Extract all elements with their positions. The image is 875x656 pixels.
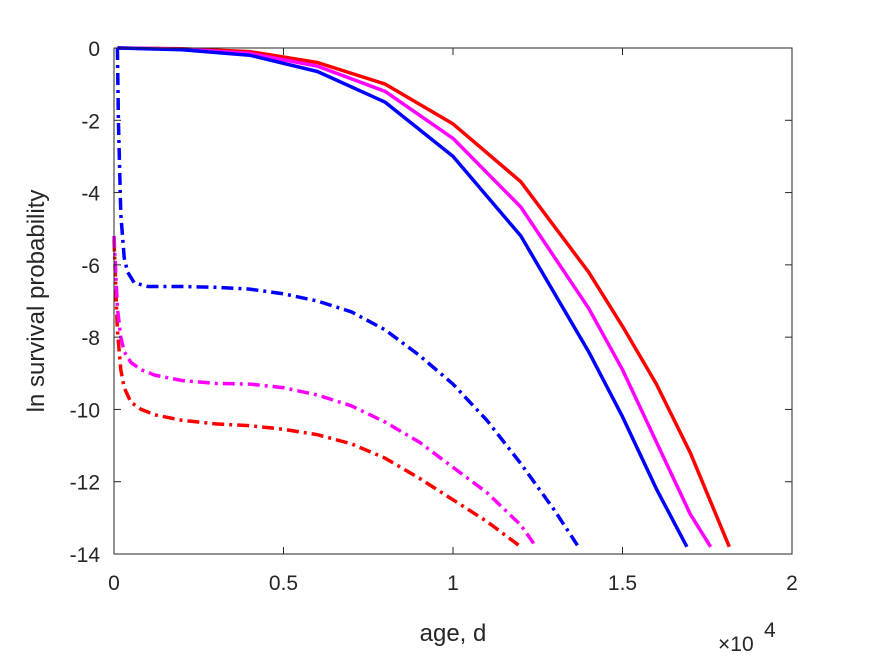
x-tick-label: 1 <box>447 572 459 595</box>
x-tick-label: 2 <box>786 572 798 595</box>
y-tick-label: -2 <box>81 110 100 133</box>
y-tick-label: -4 <box>81 183 100 206</box>
series-line-5 <box>112 235 538 548</box>
y-tick-label: -14 <box>70 544 101 567</box>
x-exponent-label: ×10 <box>718 633 754 656</box>
y-tick-label: -12 <box>70 472 100 495</box>
series-line-3 <box>117 46 689 548</box>
x-tick-label: 1.5 <box>608 572 637 595</box>
y-tick-label: -6 <box>81 255 100 278</box>
series-line-6 <box>115 47 580 548</box>
y-axis-label: ln survival probability <box>23 190 50 413</box>
x-tick-label: 0.5 <box>269 572 298 595</box>
x-axis-label: age, d <box>420 620 487 647</box>
y-tick-label: 0 <box>88 38 100 61</box>
y-tick-label: -8 <box>81 327 100 350</box>
x-tick-label: 0 <box>108 572 120 595</box>
series-layer <box>112 46 731 549</box>
y-tick-label: -10 <box>70 399 100 422</box>
x-exponent-power: 4 <box>764 619 776 642</box>
tick-layer: 0 0.5 1 1.5 2 0 -2 -4 -6 -8 -10 -12 -14 <box>70 38 798 595</box>
plot-area <box>114 48 792 554</box>
